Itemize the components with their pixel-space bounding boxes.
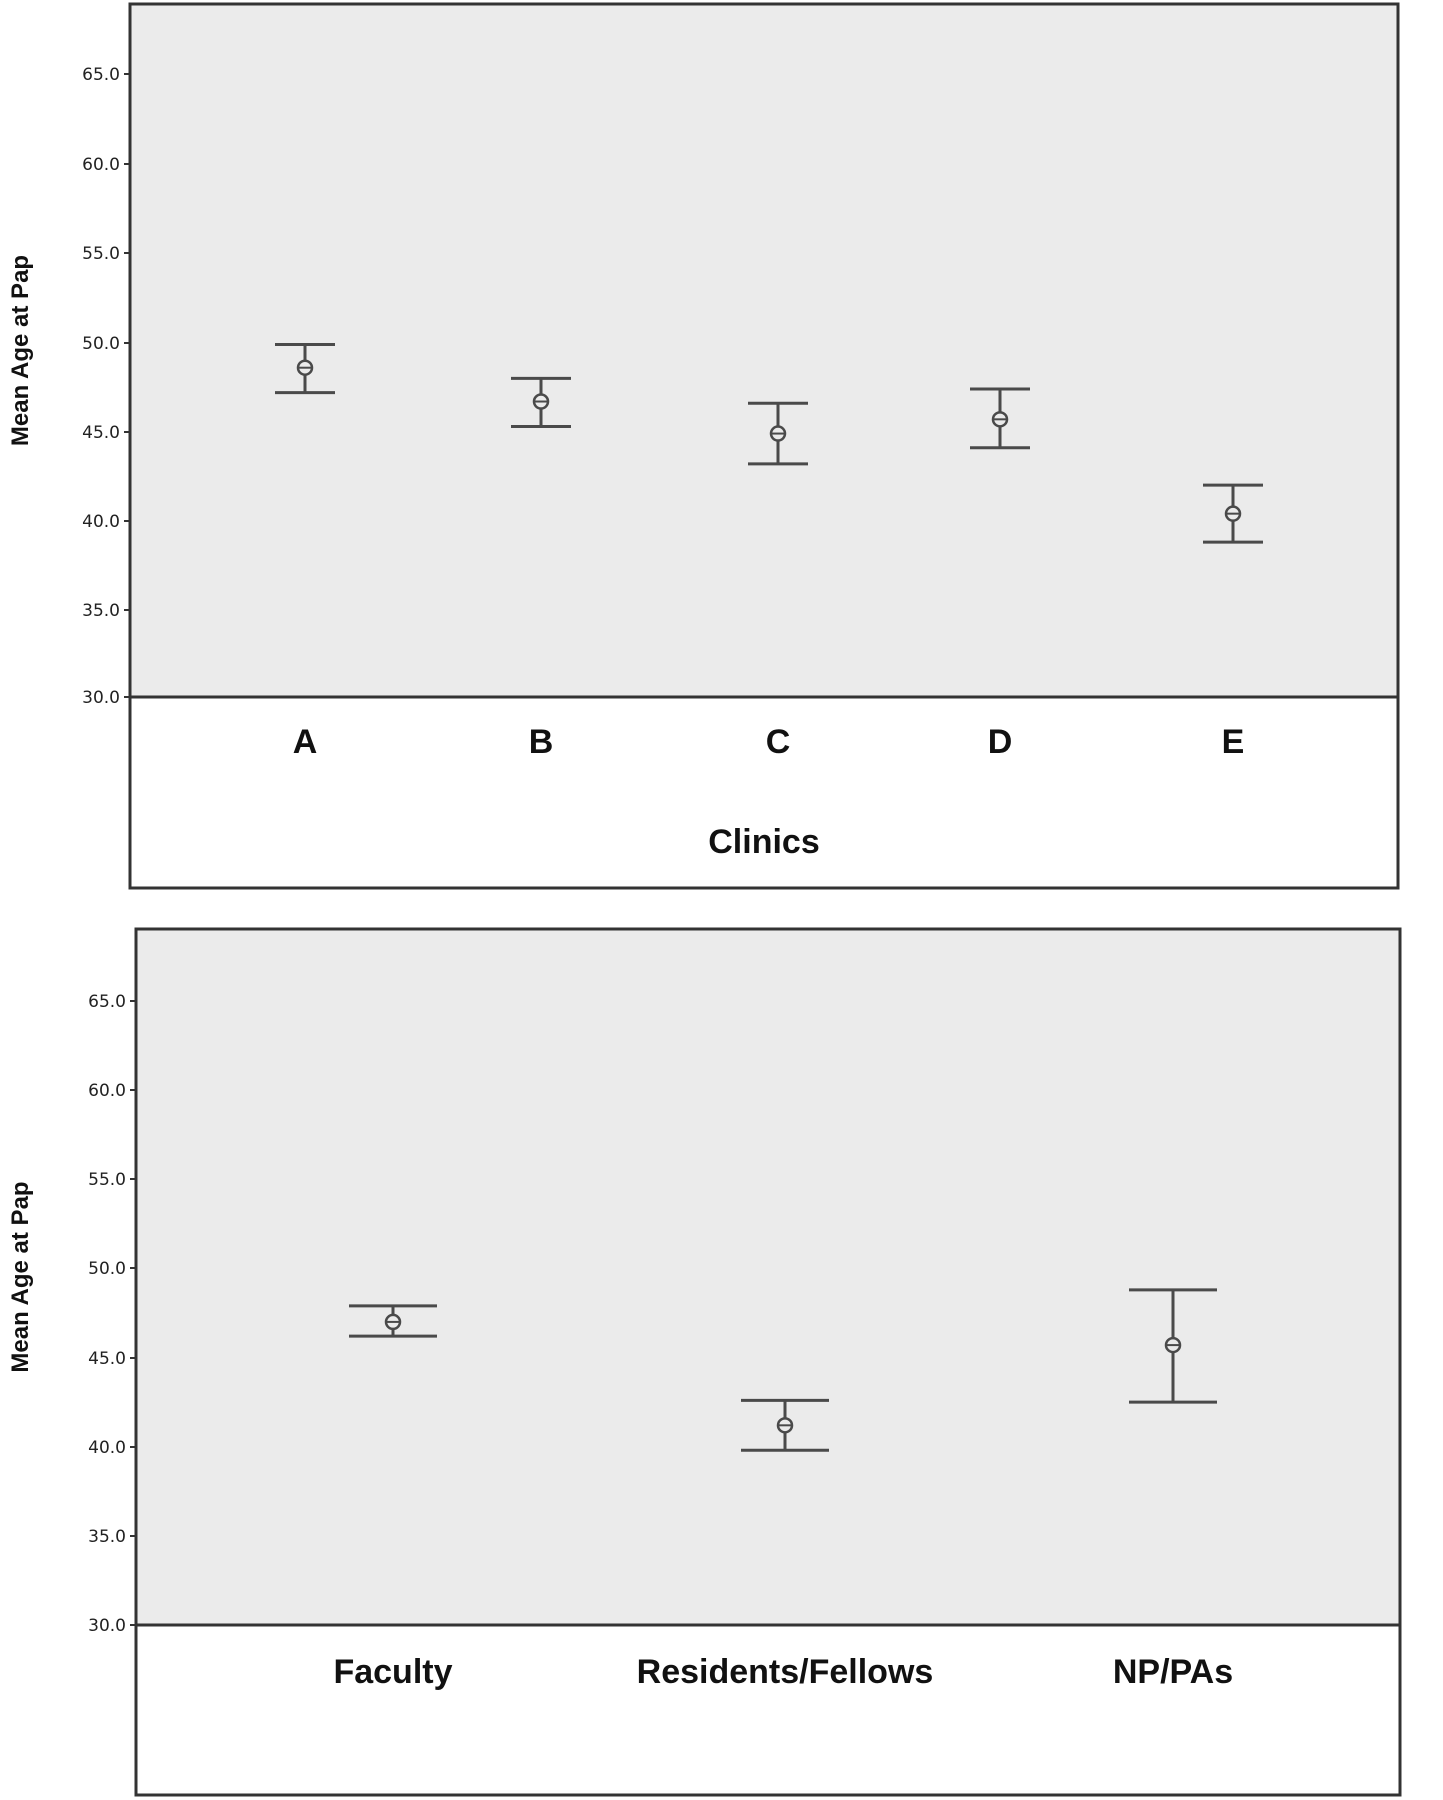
- y-tick-label: 35.0: [88, 1527, 126, 1547]
- error-bar-d: [970, 387, 1030, 450]
- plot-area: [136, 929, 1400, 1625]
- y-tick-label: 30.0: [88, 1616, 126, 1636]
- x-axis-title: Clinics: [708, 823, 819, 861]
- y-tick-label: 55.0: [88, 1170, 126, 1190]
- y-tick-label: 45.0: [88, 1349, 126, 1369]
- category-label-a: A: [293, 723, 318, 761]
- error-bar-faculty: [349, 1304, 437, 1338]
- y-tick-label: 65.0: [82, 65, 120, 85]
- y-tick-label: 55.0: [82, 244, 120, 264]
- category-label-c: C: [766, 723, 791, 761]
- y-tick-label: 60.0: [82, 155, 120, 175]
- chart-frame: [128, 2, 1400, 890]
- y-tick-label: 60.0: [88, 1081, 126, 1101]
- plot-area: [130, 4, 1398, 697]
- chart-frame: [134, 927, 1402, 1797]
- category-label-faculty: Faculty: [333, 1653, 452, 1691]
- y-axis-title: Mean Age at Pap: [7, 255, 34, 446]
- y-tick-label: 65.0: [88, 992, 126, 1012]
- error-bar-a: [275, 343, 335, 395]
- category-label-np-pas: NP/PAs: [1113, 1653, 1233, 1691]
- error-bar-np-pas: [1129, 1288, 1217, 1404]
- category-label-residents-fellows: Residents/Fellows: [637, 1653, 934, 1691]
- y-tick-label: 50.0: [88, 1259, 126, 1279]
- category-label-b: B: [529, 723, 554, 761]
- y-tick-label: 50.0: [82, 334, 120, 354]
- category-label-e: E: [1222, 723, 1245, 761]
- error-bar-b: [511, 376, 571, 428]
- error-bar-c: [748, 401, 808, 466]
- y-axis-title: Mean Age at Pap: [7, 1181, 34, 1372]
- y-tick-label: 40.0: [82, 512, 120, 532]
- error-bar-residents-fellows: [741, 1398, 829, 1452]
- error-bar-e: [1203, 483, 1263, 544]
- y-tick-label: 30.0: [82, 688, 120, 708]
- clinics-chart: 30.0 35.0 40.0 45.0 50.0 55.0 60.0 65.0 Mean Age…: [7, 2, 1400, 890]
- y-tick-label: 45.0: [82, 423, 120, 443]
- y-tick-label: 35.0: [82, 601, 120, 621]
- category-label-d: D: [988, 723, 1013, 761]
- provider-type-chart: 30.0 35.0 40.0 45.0 50.0 55.0 60.0 65.0 Mean Age…: [7, 927, 1402, 1797]
- y-tick-label: 40.0: [88, 1438, 126, 1458]
